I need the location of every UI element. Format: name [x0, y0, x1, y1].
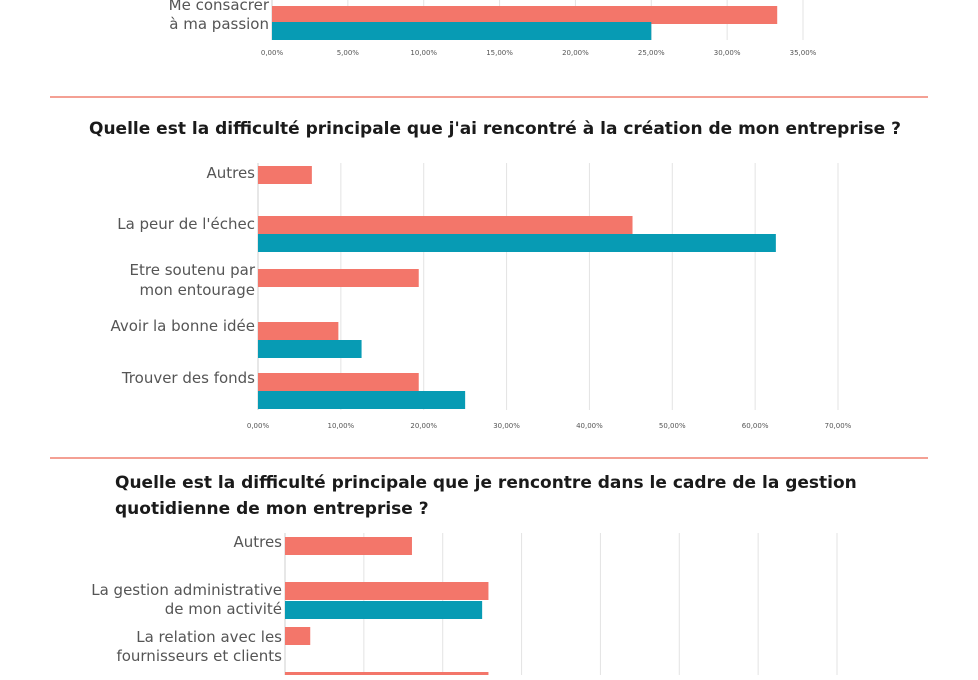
bar-teal — [285, 601, 483, 619]
bar-teal — [272, 22, 652, 40]
bar-coral — [258, 269, 419, 287]
x-tick-label: 70,00% — [825, 422, 852, 430]
bar-teal — [258, 391, 466, 409]
x-tick-label: 10,00% — [410, 49, 437, 57]
category-label: Trouver des fonds — [121, 369, 255, 387]
x-tick-label: 20,00% — [562, 49, 589, 57]
bar-coral — [258, 166, 312, 184]
x-tick-label: 30,00% — [714, 49, 741, 57]
chart-2: 0,00% 10,00% 20,00% 30,00% 40,00% 50,00% 60,00… — [89, 119, 901, 430]
category-label: mon entourage — [140, 281, 255, 299]
category-label: La gestion administrative — [91, 581, 282, 599]
x-tick-label: 15,00% — [486, 49, 513, 57]
bar-teal — [258, 340, 362, 358]
bar-coral — [258, 373, 419, 391]
x-tick-label: 60,00% — [742, 422, 769, 430]
bar-coral — [272, 6, 778, 24]
category-label: La relation avec les — [136, 628, 282, 646]
category-label: Autres — [233, 533, 282, 551]
x-tick-label: 35,00% — [790, 49, 817, 57]
bar-coral — [285, 582, 489, 600]
category-label: Etre soutenu par — [130, 261, 256, 279]
x-tick-label: 50,00% — [659, 422, 686, 430]
chart-3: Quelle est la difficulté principale que … — [91, 473, 857, 680]
x-tick-label: 0,00% — [261, 49, 284, 57]
bar-teal — [258, 234, 776, 252]
x-tick-label: 5,00% — [337, 49, 360, 57]
chart-title: quotidienne de mon entreprise ? — [115, 499, 429, 519]
x-tick-label: 30,00% — [493, 422, 520, 430]
chart-1: 0,00% 5,00% 10,00% 15,00% 20,00% 25,00% 30,00%… — [169, 0, 817, 57]
x-tick-label: 40,00% — [576, 422, 603, 430]
bar-coral — [258, 216, 633, 234]
bar-coral — [285, 537, 412, 555]
x-tick-label: 20,00% — [410, 422, 437, 430]
category-label: Autres — [206, 164, 255, 182]
chart-title: Quelle est la difficulté principale que … — [89, 119, 901, 139]
category-label: Avoir la bonne idée — [110, 317, 255, 335]
x-tick-label: 10,00% — [328, 422, 355, 430]
bar-coral — [258, 322, 339, 340]
chart-title: Quelle est la difficulté principale que … — [115, 473, 857, 493]
category-label: à ma passion — [169, 15, 269, 33]
x-tick-label: 0,00% — [247, 422, 270, 430]
category-label: fournisseurs et clients — [116, 647, 282, 665]
bar-coral — [285, 627, 311, 645]
category-label: Me consacrer — [169, 0, 270, 14]
category-label: de mon activité — [165, 600, 282, 618]
x-tick-label: 25,00% — [638, 49, 665, 57]
category-label: La peur de l'échec — [117, 215, 255, 233]
